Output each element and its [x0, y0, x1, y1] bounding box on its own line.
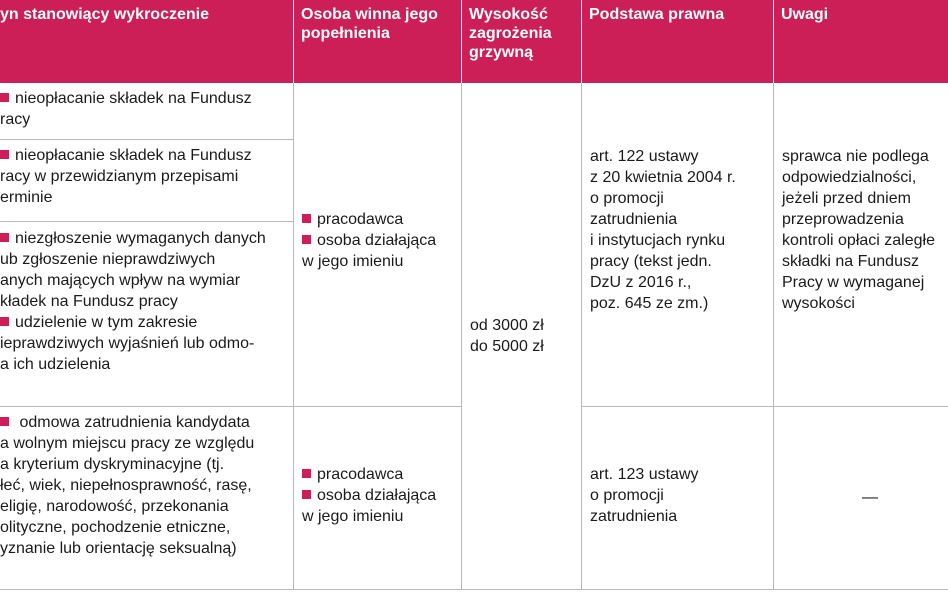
header-person: Osoba winna jego popełnienia — [294, 0, 462, 83]
bullet-icon — [302, 490, 311, 499]
basis-1-line4: zatrudnienia — [590, 211, 678, 228]
offense-4-line1: udzielenie w tym zakresie — [0, 312, 266, 333]
header-notes: Uwagi — [774, 0, 948, 83]
offense-4-line2: ieprawdziwych wyjaśnień lub odmo- — [0, 335, 255, 352]
offense-cell-3: niezgłoszenie wymaganych danych ub zgłos… — [0, 222, 294, 407]
header-legal-basis: Podstawa prawna — [582, 0, 774, 83]
basis-1-line6: pracy (tekst jedn. — [590, 253, 712, 270]
offense-5-line6: olityczne, pochodzenie etniczne, — [0, 519, 231, 536]
notes-1-line7: Pracy w wymaganej — [782, 274, 925, 291]
offense-1-line1: nieopłacanie składek na Fundusz — [0, 88, 252, 109]
basis-1-line8: poz. 645 ze zm.) — [590, 295, 709, 312]
person-1-item1: pracodawca — [302, 209, 436, 230]
notes-1-line8: wysokości — [782, 295, 855, 312]
header-fine-line3: grzywną — [469, 44, 534, 61]
header-fine: Wysokość zagrożenia grzywną — [462, 0, 582, 83]
person-1-item2-line2: w jego imieniu — [302, 253, 404, 270]
legal-basis-cell-1: art. 122 ustawy z 20 kwietnia 2004 r. o … — [582, 83, 774, 407]
person-2-item2-line2: w jego imieniu — [302, 508, 404, 525]
offense-2-line1: nieopłacanie składek na Fundusz — [0, 145, 252, 166]
person-cell-1: pracodawca osoba działająca w jego imien… — [294, 83, 462, 407]
bullet-icon — [0, 233, 9, 242]
offense-2-line3: erminie — [0, 189, 53, 206]
offense-5-line5: eligię, narodowość, przekonania — [0, 498, 229, 515]
offense-3-line3: anych mających wpływ na wymiar — [0, 272, 241, 289]
notes-2-dash: — — [862, 489, 878, 506]
header-legal-basis-label: Podstawa prawna — [589, 6, 725, 23]
offense-cell-1: nieopłacanie składek na Fundusz racy — [0, 83, 294, 140]
basis-1-line5: i instytucjach rynku — [590, 232, 726, 249]
header-fine-line2: zagrożenia — [469, 25, 552, 42]
basis-1-line7: DzU z 2016 r., — [590, 274, 692, 291]
header-person-line2: popełnienia — [301, 25, 390, 42]
basis-1-line2: z 20 kwietnia 2004 r. — [590, 169, 736, 186]
person-2-item1: pracodawca — [302, 464, 436, 485]
header-fine-line1: Wysokość — [469, 6, 548, 23]
bullet-icon — [0, 150, 9, 159]
basis-2-line2: o promocji — [590, 487, 664, 504]
offense-5-line7: yznanie lub orientację seksualną) — [0, 540, 237, 557]
bullet-icon — [0, 417, 9, 426]
notes-1-line1: sprawca nie podlega — [782, 148, 929, 165]
notes-1-line4: przeprowadzenia — [782, 211, 904, 228]
offense-3-line2: ub zgłoszenie nieprawdziwych — [0, 251, 216, 268]
notes-1-line3: jeżeli przed dniem — [782, 190, 911, 207]
person-1-item2: osoba działająca — [302, 230, 436, 251]
offense-4-line3: a ich udzielenia — [0, 356, 111, 373]
offense-3-line1: niezgłoszenie wymaganych danych — [0, 228, 266, 249]
fine-line2: do 5000 zł — [470, 338, 544, 355]
bullet-icon — [302, 469, 311, 478]
header-offense: yn stanowiący wykroczenie — [0, 0, 294, 83]
basis-1-line3: o promocji — [590, 190, 664, 207]
person-2-item2: osoba działająca — [302, 485, 436, 506]
table-header: yn stanowiący wykroczenie Osoba winna je… — [0, 0, 948, 83]
offense-3-line4: kładek na Fundusz pracy — [0, 293, 178, 310]
offense-cell-5: odmowa zatrudnienia kandydata a wolnym m… — [0, 407, 294, 590]
offense-5-line1: odmowa zatrudnienia kandydata — [0, 412, 254, 433]
bullet-icon — [302, 214, 311, 223]
notes-1-line2: odpowiedzialności, — [782, 169, 917, 186]
notes-cell-1: sprawca nie podlega odpowiedzialności, j… — [774, 83, 948, 407]
offense-cell-2: nieopłacanie składek na Fundusz racy w p… — [0, 140, 294, 222]
person-cell-2: pracodawca osoba działająca w jego imien… — [294, 407, 462, 590]
offense-5-line3: a kryterium dyskryminacyjne (tj. — [0, 456, 225, 473]
bullet-icon — [0, 93, 9, 102]
notes-cell-2: — — [774, 407, 948, 590]
offense-1-line2: racy — [0, 111, 31, 128]
header-person-line1: Osoba winna jego — [301, 6, 438, 23]
basis-2-line1: art. 123 ustawy — [590, 466, 699, 483]
basis-1-line1: art. 122 ustawy — [590, 148, 699, 165]
offense-5-line2: a wolnym miejscu pracy ze względu — [0, 435, 255, 452]
bullet-icon — [0, 317, 9, 326]
bullet-icon — [302, 235, 311, 244]
fine-cell: od 3000 zł do 5000 zł — [462, 83, 582, 590]
header-notes-label: Uwagi — [781, 6, 829, 23]
offense-2-line2: racy w przewidzianym przepisami — [0, 168, 239, 185]
offense-5-line4: łeć, wiek, niepełnosprawność, rasę, — [0, 477, 252, 494]
fine-line1: od 3000 zł — [470, 317, 544, 334]
basis-2-line3: zatrudnienia — [590, 508, 678, 525]
notes-1-line5: kontroli opłaci zaległe — [782, 232, 935, 249]
header-offense-label: yn stanowiący wykroczenie — [0, 6, 209, 23]
notes-1-line6: składki na Fundusz — [782, 253, 919, 270]
legal-basis-cell-2: art. 123 ustawy o promocji zatrudnienia — [582, 407, 774, 590]
